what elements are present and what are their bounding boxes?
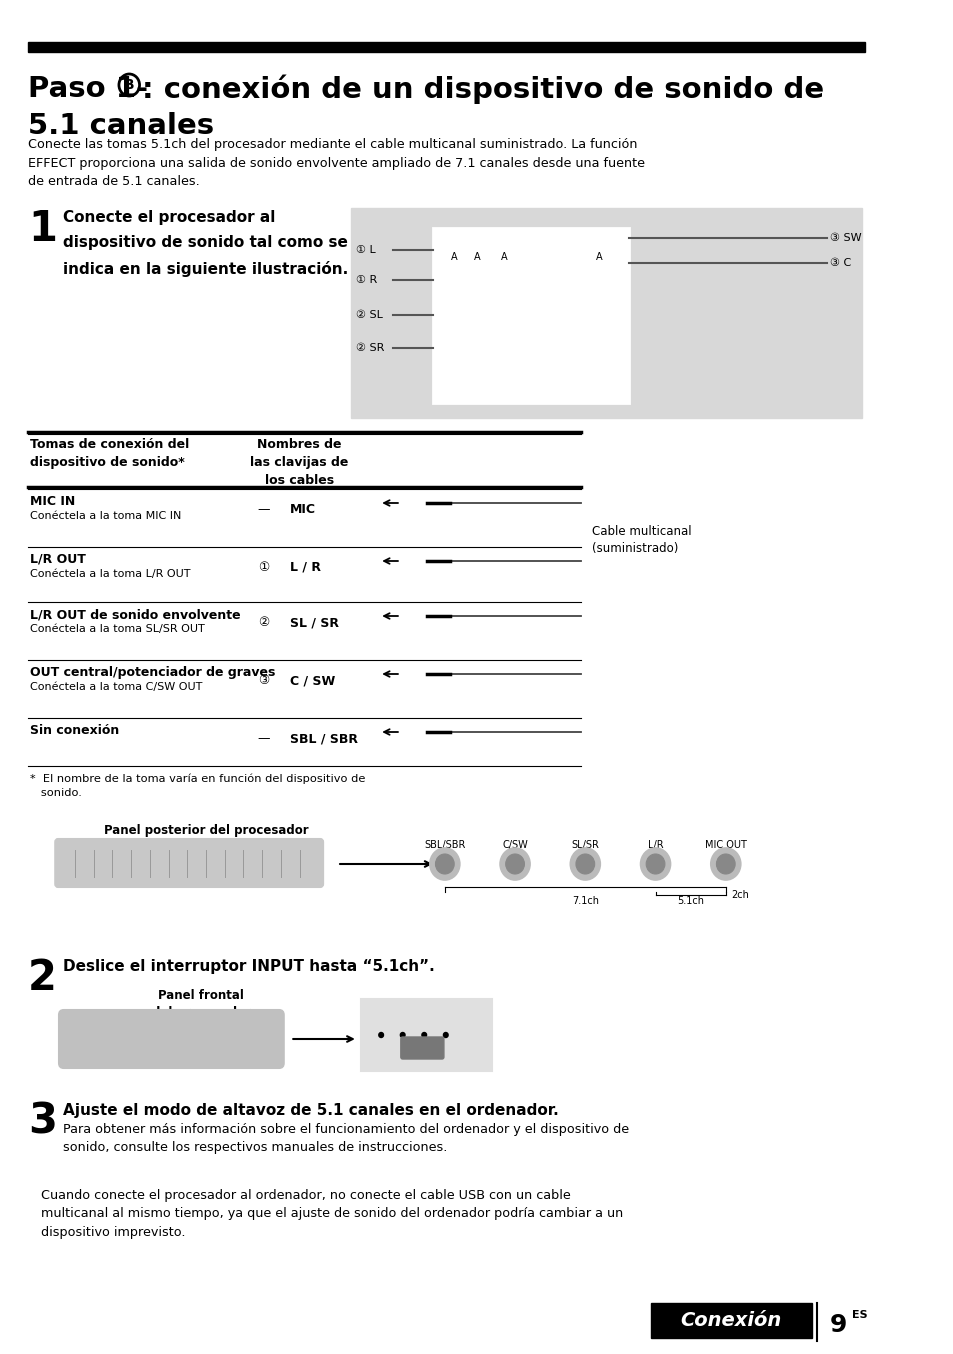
Text: 9: 9: [829, 1313, 846, 1336]
Text: C/SW: C/SW: [501, 839, 527, 850]
FancyBboxPatch shape: [493, 245, 514, 269]
Text: —: —: [257, 502, 270, 516]
Text: ES: ES: [851, 1311, 867, 1320]
Text: Conéctela a la toma SL/SR OUT: Conéctela a la toma SL/SR OUT: [30, 624, 205, 634]
Text: Cable multicanal
(suministrado): Cable multicanal (suministrado): [591, 525, 691, 555]
Text: MIC: MIC: [290, 502, 316, 516]
Text: Nombres de
las clavijas de
los cables: Nombres de las clavijas de los cables: [251, 437, 349, 487]
Text: USB  2ch  5.1ch  7.1ch: USB 2ch 5.1ch 7.1ch: [373, 1021, 475, 1030]
Text: L/R OUT de sonido envolvente: L/R OUT de sonido envolvente: [30, 608, 240, 621]
Bar: [400, 496, 427, 510]
Text: —: —: [257, 733, 270, 745]
Text: Para obtener más información sobre el funcionamiento del ordenador y el disposit: Para obtener más información sobre el fu…: [63, 1122, 628, 1155]
Text: ① R: ① R: [355, 275, 376, 284]
Circle shape: [716, 854, 735, 873]
Text: OUT central/potenciador de graves: OUT central/potenciador de graves: [30, 666, 275, 678]
Text: INPUT: INPUT: [411, 1009, 441, 1020]
Bar: [400, 724, 427, 739]
Text: Conéctela a la toma L/R OUT: Conéctela a la toma L/R OUT: [30, 569, 191, 580]
Text: B: B: [124, 79, 134, 92]
Text: Sin conexión: Sin conexión: [30, 724, 119, 737]
Text: Tomas de conexión del
dispositivo de sonido*: Tomas de conexión del dispositivo de son…: [30, 437, 189, 468]
Text: A: A: [451, 252, 457, 263]
Text: MIC OUT: MIC OUT: [704, 839, 746, 850]
Text: L/R OUT: L/R OUT: [30, 552, 86, 566]
FancyBboxPatch shape: [467, 245, 487, 269]
Text: SBL/SBR: SBL/SBR: [424, 839, 465, 850]
Text: Cuando conecte el procesador al ordenador, no conecte el cable USB con un cable
: Cuando conecte el procesador al ordenado…: [41, 1189, 623, 1239]
Circle shape: [505, 854, 524, 873]
Bar: [400, 609, 427, 623]
Text: Conecte el procesador al
dispositivo de sonido tal como se
indica en la siguient: Conecte el procesador al dispositivo de …: [63, 210, 348, 278]
Bar: [351, 209, 861, 418]
Text: *  El nombre de la toma varía en función del dispositivo de
   sonido.: * El nombre de la toma varía en función …: [30, 774, 365, 799]
Bar: [360, 999, 491, 1071]
Text: ①: ①: [258, 561, 270, 574]
Text: A: A: [596, 252, 602, 263]
Circle shape: [639, 848, 670, 880]
Circle shape: [576, 854, 594, 873]
Text: MIC IN: MIC IN: [30, 496, 75, 508]
Text: Conexión: Conexión: [680, 1312, 781, 1331]
Circle shape: [430, 848, 459, 880]
Circle shape: [710, 848, 740, 880]
Circle shape: [645, 854, 664, 873]
FancyBboxPatch shape: [400, 1037, 443, 1059]
Circle shape: [378, 1033, 383, 1037]
FancyBboxPatch shape: [588, 245, 609, 269]
Bar: [28, 1181, 864, 1273]
Text: 2: 2: [28, 957, 57, 999]
Text: Conéctela a la toma C/SW OUT: Conéctela a la toma C/SW OUT: [30, 682, 202, 692]
Text: ③: ③: [258, 674, 270, 686]
Text: 7.1ch: 7.1ch: [571, 896, 598, 906]
Bar: [433, 227, 629, 403]
Text: ③ SW: ③ SW: [829, 233, 861, 242]
Text: SL/SR: SL/SR: [571, 839, 598, 850]
Text: Panel posterior del procesador: Panel posterior del procesador: [104, 825, 308, 837]
Text: Conecte las tomas 5.1ch del procesador mediante el cable multicanal suministrado: Conecte las tomas 5.1ch del procesador m…: [28, 138, 644, 188]
Text: 2ch: 2ch: [730, 890, 748, 900]
Circle shape: [507, 310, 532, 336]
Text: Conéctela a la toma MIC IN: Conéctela a la toma MIC IN: [30, 510, 181, 521]
Bar: [28, 42, 864, 51]
Circle shape: [421, 1033, 426, 1037]
Text: ② SL: ② SL: [355, 310, 382, 320]
Text: SL / SR: SL / SR: [290, 616, 339, 630]
Text: L/R: L/R: [647, 839, 662, 850]
Circle shape: [435, 854, 454, 873]
Text: ③ C: ③ C: [829, 259, 850, 268]
Text: : conexión de un dispositivo de sonido de: : conexión de un dispositivo de sonido d…: [142, 74, 823, 104]
Text: Paso 1-: Paso 1-: [28, 74, 148, 103]
Bar: [650, 1303, 811, 1338]
Text: ② SR: ② SR: [355, 343, 384, 353]
Text: C / SW: C / SW: [290, 674, 335, 686]
Text: SBL / SBR: SBL / SBR: [290, 733, 358, 745]
Bar: [400, 668, 427, 681]
Text: Deslice el interruptor INPUT hasta “5.1ch”.: Deslice el interruptor INPUT hasta “5.1c…: [63, 959, 434, 974]
Circle shape: [570, 848, 599, 880]
FancyBboxPatch shape: [443, 245, 464, 269]
Text: 5.1 canales: 5.1 canales: [28, 112, 214, 139]
Circle shape: [400, 1033, 405, 1037]
Text: Panel frontal
del procesador: Panel frontal del procesador: [152, 988, 251, 1020]
Text: 1: 1: [28, 209, 57, 250]
Text: Ajuste el modo de altavoz de 5.1 canales en el ordenador.: Ajuste el modo de altavoz de 5.1 canales…: [63, 1104, 558, 1118]
Text: L / R: L / R: [290, 561, 321, 574]
Text: A: A: [500, 252, 507, 263]
Bar: [400, 554, 427, 567]
Text: 5.1ch: 5.1ch: [676, 896, 703, 906]
Text: ① L: ① L: [355, 245, 375, 255]
Circle shape: [499, 848, 530, 880]
Text: ②: ②: [258, 616, 270, 630]
FancyBboxPatch shape: [55, 839, 323, 887]
FancyBboxPatch shape: [59, 1010, 283, 1068]
Circle shape: [443, 1033, 448, 1037]
Text: 3: 3: [28, 1101, 57, 1143]
Text: A: A: [474, 252, 480, 263]
